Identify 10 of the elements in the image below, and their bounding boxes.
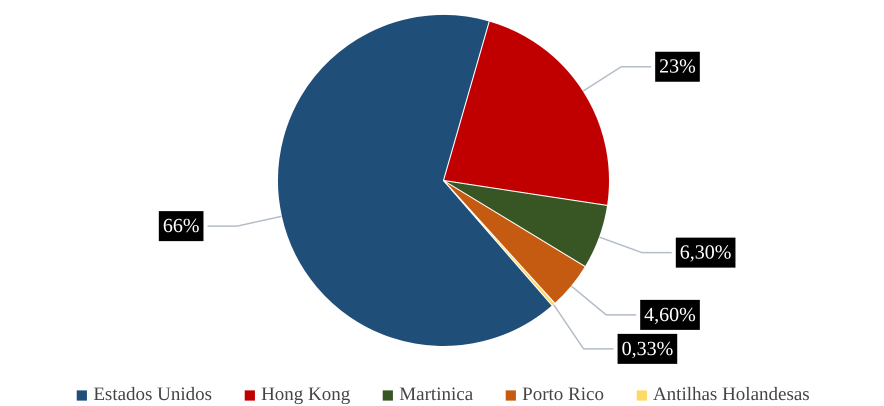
legend-label: Estados Unidos [93, 384, 212, 406]
legend-label: Antilhas Holandesas [652, 384, 810, 406]
data-label: 0,33% [622, 338, 674, 360]
legend-label: Martinica [399, 384, 474, 406]
data-label: 4,60% [644, 304, 696, 326]
data-label: 66% [162, 215, 200, 238]
data-label: 23% [659, 56, 696, 78]
data-label: 6,30% [680, 242, 732, 264]
legend-label: Hong Kong [261, 384, 350, 406]
legend-label: Porto Rico [522, 384, 604, 406]
